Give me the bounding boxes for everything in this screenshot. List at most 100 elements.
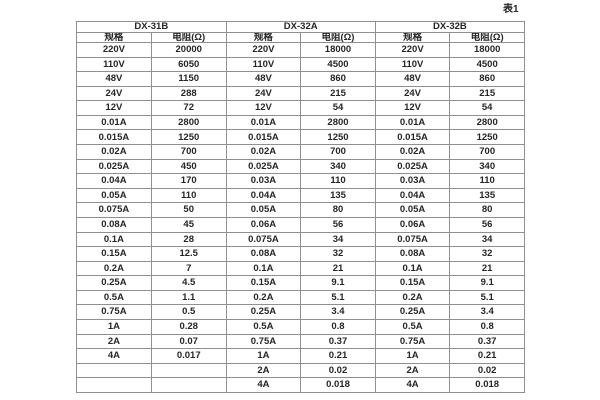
table-cell: 0.5A — [225, 318, 302, 335]
table-row: 0.01A 2800 0.01A 2800 0.01A 2800 — [76, 114, 525, 131]
table-cell: 340 — [300, 158, 376, 175]
table-cell: 21 — [300, 260, 376, 277]
table-cell: 4500 — [449, 56, 525, 73]
table-row: 0.75A 0.5 0.25A 3.4 0.25A 3.4 — [76, 304, 525, 320]
table-cell: 0.06A — [374, 216, 451, 233]
table-cell: 9.1 — [449, 275, 525, 291]
table-cell: 0.08A — [374, 246, 451, 262]
table-cell: 135 — [449, 187, 525, 204]
table-cell: 0.03A — [225, 173, 302, 189]
table-cell: 24V — [374, 85, 451, 102]
table-cell: 110 — [300, 173, 376, 189]
table-cell: 0.06A — [225, 216, 302, 233]
table-cell: 700 — [150, 144, 227, 160]
table-cell: 0.01A — [374, 114, 451, 131]
table-cell: 0.02A — [225, 144, 302, 160]
table-cell: 110 — [449, 173, 525, 189]
table-cell: 0.025A — [76, 158, 152, 175]
table-cell: 2800 — [150, 114, 227, 131]
resistance-column-header: 电阻(Ω) — [150, 31, 227, 43]
table-cell: 0.15A — [374, 275, 451, 291]
table-row: 48V 1150 48V 860 48V 860 — [76, 71, 525, 87]
table-cell: 0.04A — [374, 187, 451, 204]
table-cell — [150, 377, 227, 393]
table-cell: 0.5A — [374, 318, 451, 335]
table-row: 220V 20000 220V 18000 220V 18000 — [76, 42, 525, 58]
table-cell: 5.1 — [449, 289, 525, 306]
table-cell: 4500 — [300, 56, 376, 73]
table-cell: 0.8 — [449, 318, 525, 335]
table-cell: 135 — [300, 187, 376, 204]
resistance-spec-table: DX-31B DX-32A DX-32B 规格 电阻(Ω) 规格 电阻(Ω) 规… — [76, 21, 526, 393]
table-cell: 110V — [76, 56, 152, 73]
table-cell: 12.5 — [150, 246, 227, 262]
table-cell: 220V — [225, 42, 302, 58]
table-cell: 12V — [374, 100, 451, 116]
table-cell: 450 — [150, 158, 227, 175]
table-cell: 48V — [374, 71, 451, 87]
table-cell — [76, 377, 152, 393]
table-cell: 0.37 — [300, 333, 376, 350]
table-cell: 72 — [150, 100, 227, 116]
table-cell: 0.02 — [449, 362, 525, 379]
table-cell: 0.018 — [449, 377, 525, 393]
table-cell: 0.015A — [76, 129, 152, 146]
table-cell: 0.07 — [150, 333, 227, 350]
table-cell: 0.15A — [76, 246, 152, 262]
table-cell: 3.4 — [449, 304, 525, 320]
table-cell: 34 — [300, 231, 376, 248]
table-cell: 4A — [76, 348, 152, 364]
table-cell: 9.1 — [300, 275, 376, 291]
table-cell: 1.1 — [150, 289, 227, 306]
table-cell: 0.018 — [300, 377, 376, 393]
table-cell: 28 — [150, 231, 227, 248]
table-cell: 340 — [449, 158, 525, 175]
table-cell: 0.75A — [225, 333, 302, 350]
table-cell: 0.25A — [225, 304, 302, 320]
table-cell: 0.2A — [374, 289, 451, 306]
table-row: 4A 0.018 4A 0.018 — [76, 377, 525, 393]
table-cell: 3.4 — [300, 304, 376, 320]
table-cell: 50 — [150, 202, 227, 218]
table-row: 0.1A 28 0.075A 34 0.075A 34 — [76, 231, 525, 248]
table-cell: 0.075A — [374, 231, 451, 248]
table-cell: 860 — [300, 71, 376, 87]
table-cell: 110V — [374, 56, 451, 73]
table-cell: 220V — [76, 42, 152, 58]
group-header-dx32b: DX-32B — [374, 21, 526, 33]
table-cell: 215 — [300, 85, 376, 102]
table-cell: 80 — [449, 202, 525, 218]
table-cell: 0.025A — [225, 158, 302, 175]
resistance-column-header: 电阻(Ω) — [300, 31, 376, 43]
table-cell: 0.01A — [225, 114, 302, 131]
table-cell: 0.1A — [225, 260, 302, 277]
table-cell: 0.03A — [374, 173, 451, 189]
table-cell: 0.25A — [374, 304, 451, 320]
table-cell: 0.02A — [374, 144, 451, 160]
table-cell: 0.2A — [225, 289, 302, 306]
table-cell: 0.2A — [76, 260, 152, 277]
table-cell: 0.28 — [150, 318, 227, 335]
table-cell: 48V — [225, 71, 302, 87]
table-cell: 20000 — [150, 42, 227, 58]
table-cell: 1A — [76, 318, 152, 335]
table-cell: 54 — [449, 100, 525, 116]
table-cell: 0.02A — [76, 144, 152, 160]
table-cell: 21 — [449, 260, 525, 277]
table-cell: 56 — [449, 216, 525, 233]
table-cell: 34 — [449, 231, 525, 248]
table-cell: 0.5A — [76, 289, 152, 306]
table-cell: 7 — [150, 260, 227, 277]
table-cell: 215 — [449, 85, 525, 102]
spec-column-header: 规格 — [225, 31, 302, 43]
table-cell: 288 — [150, 85, 227, 102]
table-cell: 0.75A — [374, 333, 451, 350]
table-row: 0.2A 7 0.1A 21 0.1A 21 — [76, 260, 525, 277]
table-cell: 0.08A — [76, 216, 152, 233]
table-cell: 12V — [76, 100, 152, 116]
table-row: 1A 0.28 0.5A 0.8 0.5A 0.8 — [76, 318, 525, 335]
table-row: 12V 72 12V 54 12V 54 — [76, 100, 525, 116]
table-cell: 0.1A — [374, 260, 451, 277]
table-caption: 表1 — [503, 4, 519, 15]
table-cell: 0.5 — [150, 304, 227, 320]
